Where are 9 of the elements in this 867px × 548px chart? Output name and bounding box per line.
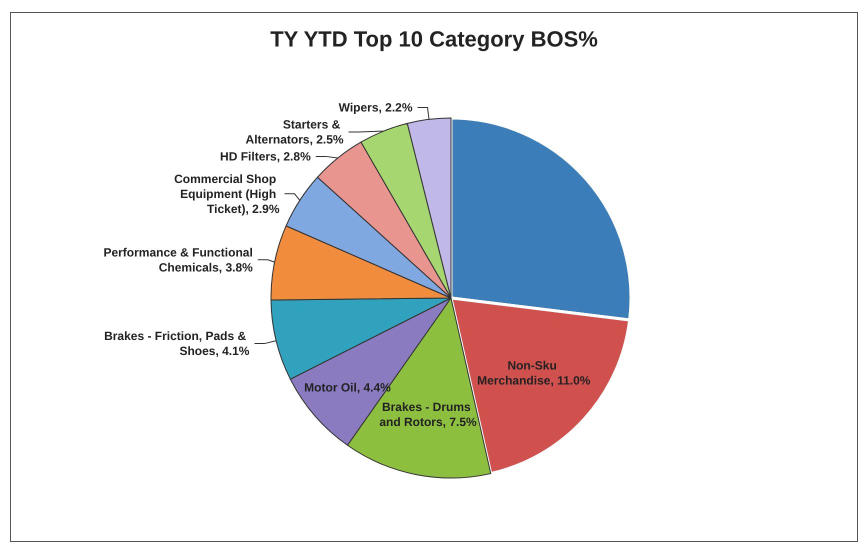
slice-label: Non-Sku Merchandise, 11.0% — [477, 358, 591, 388]
slice-label: Commercial Shop Equipment (High Ticket), 2.9% — [174, 172, 280, 216]
slice-label: Starters & Alternators, 2.5% — [246, 117, 344, 146]
slice-label: Wipers, 2.2% — [338, 100, 413, 114]
slice-label: Brakes - Friction, Pads & Shoes, 4.1% — [104, 329, 250, 358]
chart-title: TY YTD Top 10 Category BOS% — [270, 26, 598, 52]
slice-label: Brakes - Drums and Rotors, 7.5% — [379, 400, 477, 430]
slice-label: HD Filters, 2.8% — [220, 149, 312, 164]
slice-label: Performance & Functional Chemicals, 3.8% — [103, 245, 254, 274]
